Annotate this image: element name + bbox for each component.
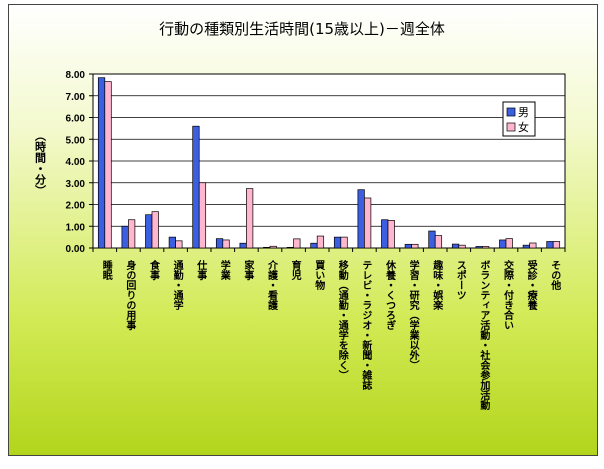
x-category-label: 買い物 <box>313 260 325 291</box>
bar-female <box>364 197 372 249</box>
y-tick-label: 7.00 <box>66 92 86 103</box>
x-category-label: 仕事 <box>195 259 208 281</box>
x-category-label: 休養・くつろぎ <box>384 259 397 330</box>
y-tick-label: 0.00 <box>66 244 86 255</box>
bar-male <box>215 238 224 249</box>
bar-male <box>239 242 247 249</box>
bar-male <box>310 242 318 249</box>
bar-male <box>192 125 200 249</box>
bar-male <box>381 219 389 249</box>
x-category-label: 睡眠 <box>100 259 112 281</box>
x-category-label: その他 <box>549 260 562 291</box>
x-category-label: 受診・療養 <box>525 259 538 311</box>
bar-female <box>222 239 230 249</box>
chart-title: 行動の種類別生活時間(15歳以上)－週全体 <box>159 20 445 38</box>
bar-male <box>451 243 460 249</box>
x-category-label: 家事 <box>242 259 254 281</box>
x-category-label: ボランティア活動・社会参加活動 <box>478 260 491 411</box>
bar-female <box>151 211 159 249</box>
bar-female <box>434 235 443 249</box>
y-tick-label: 3.00 <box>66 179 86 190</box>
x-category-label: 学習・研究（学業以外） <box>407 259 420 370</box>
bar-male <box>404 243 412 249</box>
bar-male <box>475 246 483 249</box>
x-category-label: 通勤・通学 <box>171 260 183 311</box>
bar-male <box>546 241 554 249</box>
bar-female <box>246 188 254 249</box>
y-axis-label: （時間・分） <box>34 130 48 196</box>
y-tick-label: 2.00 <box>66 201 86 212</box>
legend-label: 女 <box>518 120 529 134</box>
legend-swatch <box>506 107 516 117</box>
bar-male <box>97 77 106 249</box>
legend-swatch <box>506 122 516 132</box>
bar-male <box>499 239 507 249</box>
bar-female <box>104 81 112 249</box>
x-category-label: 食事 <box>148 259 161 281</box>
bar-male <box>286 246 294 249</box>
bar-female <box>482 246 490 249</box>
bar-female <box>175 240 183 249</box>
bar-male <box>168 236 176 249</box>
bar-female <box>293 238 301 249</box>
bar-male <box>357 189 365 249</box>
y-tick-label: 8.00 <box>66 70 86 81</box>
y-tick-label: 4.00 <box>66 157 86 168</box>
x-category-label: 移動（通勤・通学を除く） <box>336 259 349 380</box>
x-category-label: 趣味・娯楽 <box>431 259 444 311</box>
bar-female <box>198 182 207 249</box>
x-category-label: 介護・看護 <box>266 259 279 311</box>
bar-female <box>505 238 513 249</box>
bar-female <box>552 241 561 249</box>
x-category-label: 育児 <box>289 259 302 281</box>
bar-female <box>128 219 136 249</box>
x-category-label: 交際・付き合い <box>502 259 515 330</box>
bar-female <box>316 235 325 249</box>
bar-female <box>340 236 348 249</box>
x-category-label: 身の回りの用事 <box>124 259 137 331</box>
bar-male <box>333 236 342 249</box>
bar-female <box>529 242 537 249</box>
bar-female <box>269 245 277 249</box>
y-tick-label: 1.00 <box>66 222 86 233</box>
bar-female <box>387 220 395 249</box>
x-category-label: 学業 <box>218 259 231 281</box>
bar-male <box>121 225 129 249</box>
y-tick-label: 6.00 <box>66 114 86 125</box>
bar-male <box>145 214 153 249</box>
bar-male <box>522 244 530 249</box>
legend-label: 男 <box>518 106 529 119</box>
x-category-label: テレビ・ラジオ・新聞・雑誌 <box>360 260 373 391</box>
x-category-label: スポーツ <box>454 260 466 300</box>
bar-male <box>263 246 271 249</box>
bar-female <box>458 244 466 249</box>
bar-female <box>411 243 419 249</box>
y-tick-label: 5.00 <box>66 135 86 146</box>
bar-male <box>428 230 436 249</box>
